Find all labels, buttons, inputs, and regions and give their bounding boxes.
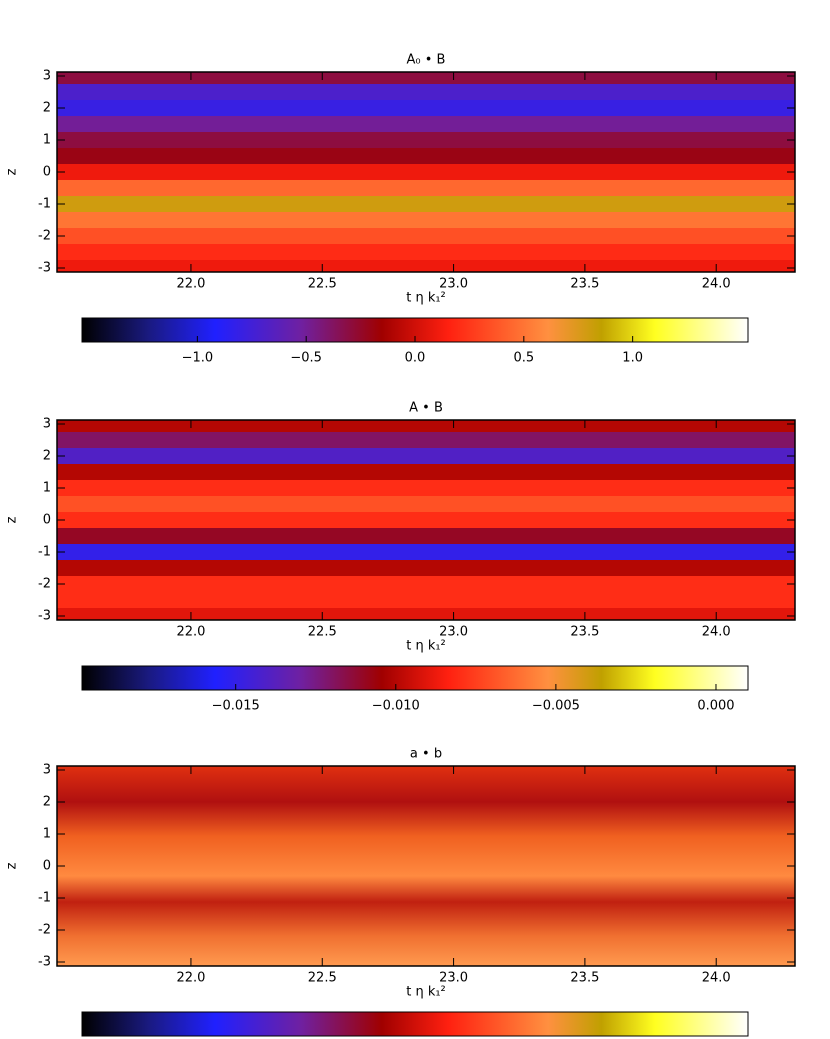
x-tick-label: 23.5 [570, 971, 599, 986]
x-tick-label: 23.5 [570, 277, 599, 292]
colorbar [81, 665, 749, 691]
heat-band [57, 180, 795, 196]
heat-band [57, 84, 795, 100]
y-tick-label: -2 [38, 923, 51, 938]
y-tick-label: 2 [43, 101, 51, 116]
x-tick-label: 24.0 [702, 625, 731, 640]
x-tick-label: 23.0 [439, 625, 468, 640]
y-tick-label: -1 [38, 891, 51, 906]
y-tick-label: 3 [43, 417, 51, 432]
x-tick-label: 24.0 [702, 971, 731, 986]
panel-title: A₀ • B [407, 53, 446, 68]
y-tick-label: 1 [43, 133, 51, 148]
y-tick-label: 3 [43, 69, 51, 84]
x-tick-label: 22.5 [308, 971, 337, 986]
y-tick-label: -1 [38, 545, 51, 560]
x-axis-label: t η k₁² [406, 291, 446, 306]
y-tick-label: -2 [38, 229, 51, 244]
panel-title: a • b [410, 747, 442, 762]
heat-band [57, 196, 795, 212]
heat-band [57, 132, 795, 148]
heat-band [57, 480, 795, 496]
heat-band [57, 496, 795, 512]
x-tick-label: 22.0 [176, 971, 205, 986]
y-tick-label: -1 [38, 197, 51, 212]
y-tick-label: 0 [43, 165, 51, 180]
colorbar-tick-label: 1.0 [622, 351, 643, 366]
colorbar-tick-label: −1.0 [182, 351, 214, 366]
y-tick-label: 2 [43, 795, 51, 810]
y-tick-label: -3 [38, 261, 51, 276]
x-tick-label: 22.5 [308, 625, 337, 640]
heat-band [57, 528, 795, 544]
heat-band [57, 448, 795, 464]
heat-band [57, 116, 795, 132]
colorbar-tick-label: −0.5 [290, 351, 322, 366]
heat-field [57, 766, 795, 966]
heat-band [57, 512, 795, 528]
x-axis-label: t η k₁² [406, 985, 446, 1000]
y-tick-label: 1 [43, 481, 51, 496]
colorbar-tick-label: 0.000 [697, 699, 734, 714]
heat-band [57, 544, 795, 560]
heat-band [57, 212, 795, 228]
y-tick-label: 3 [43, 763, 51, 778]
heat-band [57, 260, 795, 272]
x-tick-label: 23.5 [570, 625, 599, 640]
colorbar-tick-label: −0.010 [372, 699, 420, 714]
y-tick-label: -3 [38, 609, 51, 624]
y-tick-label: 0 [43, 859, 51, 874]
heat-band [57, 228, 795, 244]
heat-band [57, 72, 795, 84]
x-tick-label: 22.5 [308, 277, 337, 292]
y-tick-label: 1 [43, 827, 51, 842]
x-tick-label: 22.0 [176, 277, 205, 292]
x-tick-label: 23.0 [439, 971, 468, 986]
y-axis-label: z [5, 862, 20, 869]
heat-band [57, 432, 795, 448]
colorbar [81, 1011, 749, 1037]
colorbar-tick-label: 0.5 [513, 351, 534, 366]
heat-band [57, 464, 795, 480]
colorbar-tick-label: −0.015 [212, 699, 260, 714]
y-axis-label: z [5, 516, 20, 523]
heat-band [57, 420, 795, 432]
heat-band [57, 148, 795, 164]
heat-band [57, 100, 795, 116]
heat-band [57, 244, 795, 260]
heat-band [57, 608, 795, 620]
x-tick-label: 23.0 [439, 277, 468, 292]
panel-title: A • B [409, 401, 443, 416]
x-tick-label: 24.0 [702, 277, 731, 292]
colorbar-tick-label: −0.005 [532, 699, 580, 714]
y-tick-label: -3 [38, 955, 51, 970]
y-tick-label: -2 [38, 577, 51, 592]
x-axis-label: t η k₁² [406, 639, 446, 654]
heat-band [57, 560, 795, 576]
colorbar-tick-label: 0.0 [405, 351, 426, 366]
y-axis-label: z [5, 168, 20, 175]
heat-band [57, 576, 795, 592]
x-tick-label: 22.0 [176, 625, 205, 640]
heat-band [57, 592, 795, 608]
y-tick-label: 2 [43, 449, 51, 464]
heat-band [57, 164, 795, 180]
y-tick-label: 0 [43, 513, 51, 528]
